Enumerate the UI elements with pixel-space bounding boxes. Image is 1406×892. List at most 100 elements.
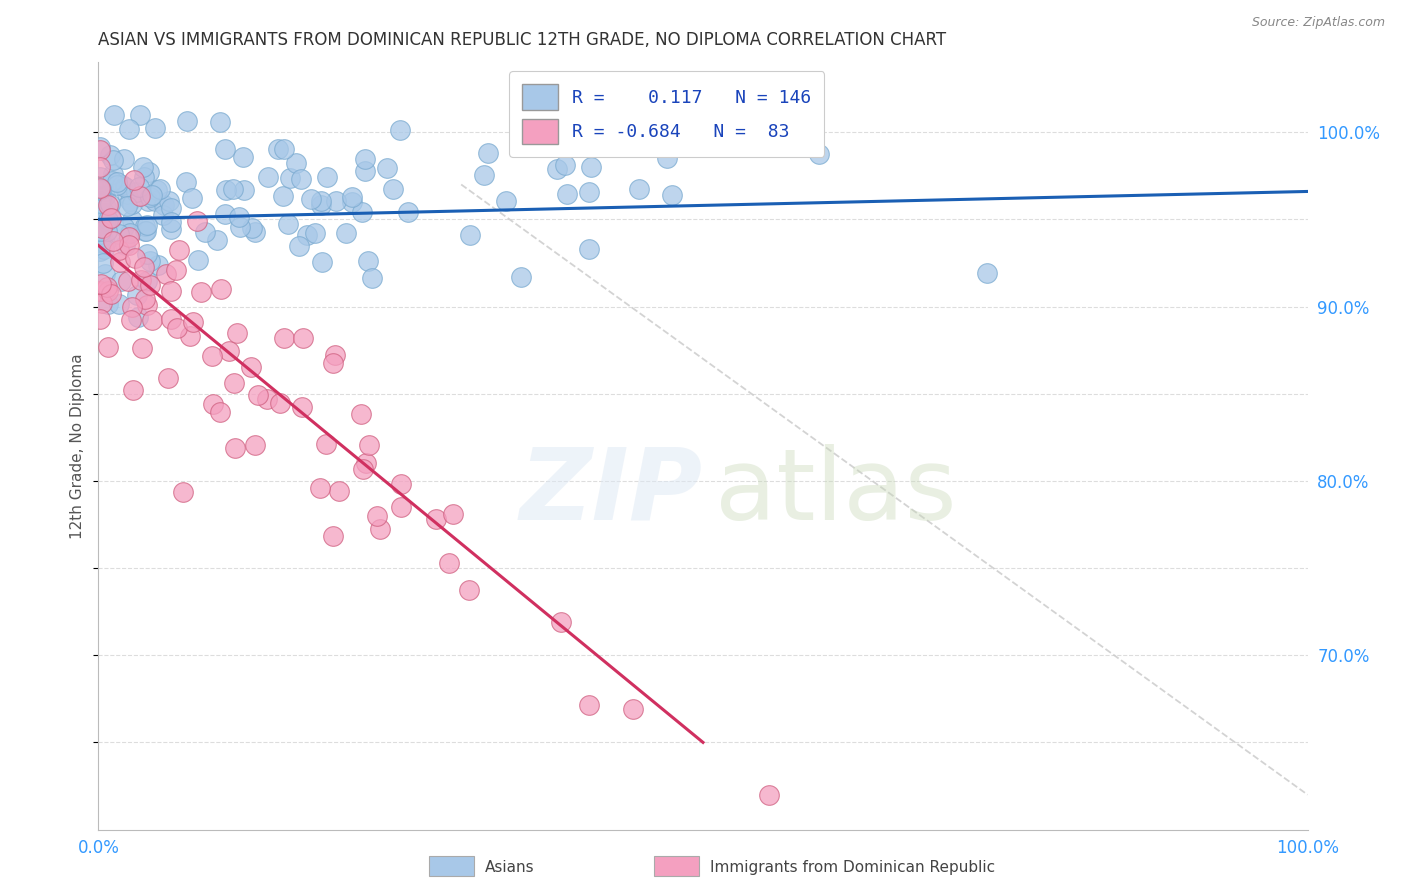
Point [96, 280, 118, 294]
Point [115, 187, 138, 202]
Point [97, 297, 120, 311]
Point [368, 522, 391, 536]
Point [103, 234, 125, 248]
Point [121, 197, 143, 211]
Point [222, 376, 245, 390]
Point [94, 200, 117, 214]
Point [114, 238, 136, 252]
Point [153, 198, 176, 212]
Point [141, 313, 163, 327]
Point [375, 161, 398, 175]
Point [328, 483, 350, 498]
Point [222, 182, 245, 196]
Point [322, 529, 344, 543]
Point [269, 396, 291, 410]
Point [174, 175, 197, 189]
Point [299, 192, 322, 206]
Point [112, 152, 135, 166]
Point [155, 268, 177, 282]
Point [146, 258, 169, 272]
Point [105, 175, 128, 189]
Point [139, 254, 162, 268]
Point [91, 256, 114, 270]
Point [124, 251, 146, 265]
Point [89, 211, 111, 225]
Point [89, 227, 111, 242]
Point [621, 702, 644, 716]
Point [127, 310, 149, 324]
Point [112, 219, 135, 234]
Point [94, 235, 117, 250]
Point [103, 167, 125, 181]
Point [458, 582, 481, 597]
Point [546, 161, 568, 176]
Point [152, 208, 174, 222]
Point [273, 142, 295, 156]
Point [209, 405, 232, 419]
Point [322, 356, 344, 370]
Point [131, 160, 153, 174]
Point [98, 148, 121, 162]
Point [97, 340, 120, 354]
Point [118, 238, 141, 252]
Point [160, 222, 183, 236]
Point [93, 206, 115, 220]
Text: Source: ZipAtlas.com: Source: ZipAtlas.com [1251, 16, 1385, 29]
Point [183, 315, 205, 329]
Point [121, 213, 143, 227]
Point [172, 485, 194, 500]
Point [354, 163, 377, 178]
Point [91, 216, 114, 230]
Point [758, 788, 780, 802]
Point [181, 191, 204, 205]
Point [278, 171, 301, 186]
Point [201, 397, 224, 411]
Point [90, 191, 112, 205]
Point [359, 438, 381, 452]
Point [550, 615, 572, 630]
Point [96, 224, 118, 238]
Point [295, 227, 318, 242]
Point [218, 344, 240, 359]
Point [97, 198, 120, 212]
Point [389, 122, 412, 136]
Point [89, 160, 111, 174]
Point [149, 182, 172, 196]
Point [160, 284, 183, 298]
Point [121, 300, 143, 314]
Text: atlas: atlas [716, 443, 956, 541]
Point [437, 556, 460, 570]
Point [89, 180, 111, 194]
Point [118, 227, 141, 241]
Point [240, 221, 263, 235]
Point [194, 226, 217, 240]
Point [316, 169, 339, 184]
Point [214, 142, 236, 156]
Point [124, 186, 146, 200]
Point [179, 328, 201, 343]
Point [135, 298, 157, 312]
Point [157, 194, 180, 208]
Point [354, 457, 377, 471]
Point [134, 219, 156, 233]
Point [134, 293, 156, 307]
Point [134, 260, 156, 274]
Point [101, 153, 124, 168]
Point [340, 190, 363, 204]
Point [90, 182, 112, 196]
Point [228, 211, 250, 225]
Point [90, 195, 112, 210]
Point [555, 187, 578, 202]
Point [309, 197, 332, 211]
Point [290, 172, 312, 186]
Point [107, 296, 129, 310]
Point [117, 274, 139, 288]
Point [350, 204, 373, 219]
Point [122, 173, 145, 187]
Point [93, 184, 115, 198]
Point [128, 179, 150, 194]
Point [111, 178, 134, 193]
Point [201, 349, 224, 363]
Point [118, 121, 141, 136]
Point [125, 288, 148, 302]
